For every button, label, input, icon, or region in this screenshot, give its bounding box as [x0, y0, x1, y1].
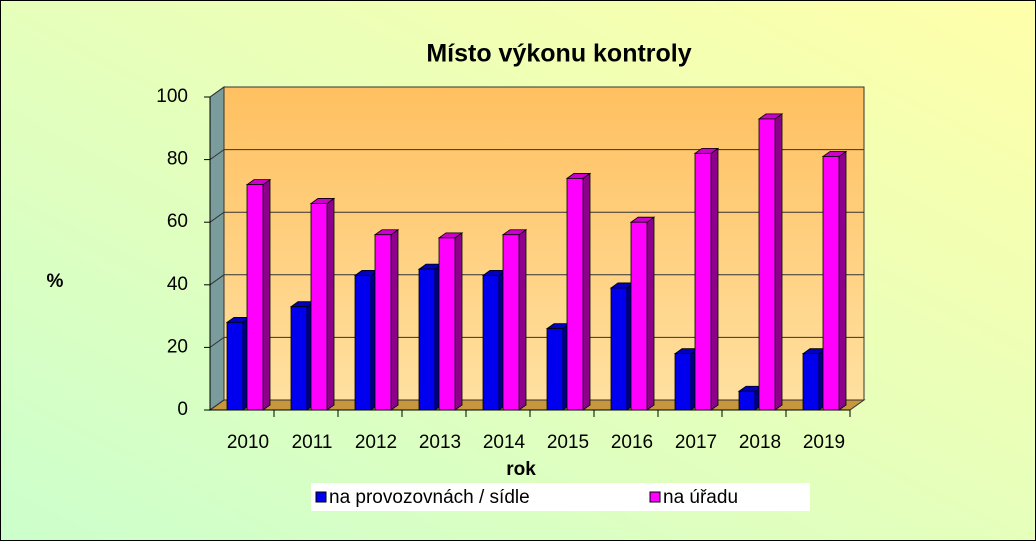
bar-face — [390, 228, 399, 411]
y-tick-label: 100 — [156, 86, 188, 107]
x-tick-label: 2014 — [483, 432, 526, 453]
bar — [245, 178, 272, 411]
bar-face — [758, 118, 776, 411]
bar-face — [374, 234, 392, 411]
grid-line — [209, 86, 864, 98]
side-wall — [209, 86, 225, 411]
bar-face — [262, 178, 271, 411]
x-tick-label: 2018 — [739, 432, 781, 453]
bar — [629, 216, 656, 411]
bar-face — [546, 328, 564, 411]
bar-face — [482, 275, 500, 411]
bar-face — [838, 150, 847, 411]
y-tick-label: 40 — [167, 274, 188, 295]
bar-face — [438, 237, 456, 411]
bar-face — [710, 147, 719, 411]
bar-face — [518, 228, 527, 411]
grid-line — [209, 211, 864, 223]
bar-face — [226, 321, 244, 411]
legend-label: na provozovnách / sídle — [329, 487, 530, 508]
bar — [373, 228, 400, 411]
x-tick-label: 2013 — [419, 432, 461, 453]
grid-line — [209, 149, 864, 161]
bar-face — [610, 287, 628, 411]
bar-face — [310, 203, 328, 411]
bar-face — [454, 232, 463, 411]
bar-face — [326, 197, 335, 411]
x-tick-label: 2019 — [803, 432, 845, 453]
bar-face — [674, 353, 692, 411]
y-tick-label: 80 — [167, 149, 188, 170]
y-tick-label: 20 — [167, 336, 188, 357]
bar-face — [290, 306, 308, 411]
bar — [481, 269, 508, 411]
bar — [757, 113, 784, 411]
bar — [609, 282, 636, 411]
bar — [693, 147, 720, 411]
y-tick-label: 60 — [167, 211, 188, 232]
bar-face — [354, 275, 372, 411]
x-axis-label: rok — [506, 459, 536, 480]
x-tick-label: 2010 — [227, 432, 269, 453]
bar-face — [738, 390, 756, 411]
bar-face — [582, 172, 591, 411]
legend — [311, 483, 810, 511]
legend-label: na úřadu — [663, 487, 738, 508]
x-tick-label: 2016 — [611, 432, 653, 453]
bar-face — [822, 156, 840, 411]
bar — [565, 172, 592, 411]
bar-face — [774, 113, 783, 411]
bar-face — [646, 216, 655, 411]
bar-face — [802, 353, 820, 411]
bar — [737, 385, 764, 411]
legend-swatch — [315, 491, 327, 503]
x-tick-label: 2011 — [292, 432, 333, 453]
y-axis-label: % — [47, 271, 64, 292]
bar — [545, 322, 572, 411]
bar — [353, 269, 380, 411]
x-tick-label: 2017 — [675, 432, 717, 453]
chart-title: Místo výkonu kontroly — [426, 40, 691, 68]
x-tick-label: 2012 — [355, 432, 397, 453]
bar — [225, 316, 252, 411]
bar-face — [246, 184, 264, 411]
bar — [501, 228, 528, 411]
bar — [309, 197, 336, 411]
bar — [417, 263, 444, 411]
bar — [801, 347, 828, 411]
bar — [673, 347, 700, 411]
y-tick-label: 0 — [177, 399, 188, 420]
bar-face — [630, 221, 648, 411]
bar — [437, 232, 464, 411]
legend-swatch — [649, 491, 661, 503]
bar — [821, 150, 848, 411]
bar-face — [566, 177, 584, 411]
bar-face — [502, 234, 520, 411]
bar — [289, 300, 316, 411]
x-tick-label: 2015 — [547, 432, 589, 453]
bar-face — [694, 152, 712, 411]
bar-face — [418, 268, 436, 411]
